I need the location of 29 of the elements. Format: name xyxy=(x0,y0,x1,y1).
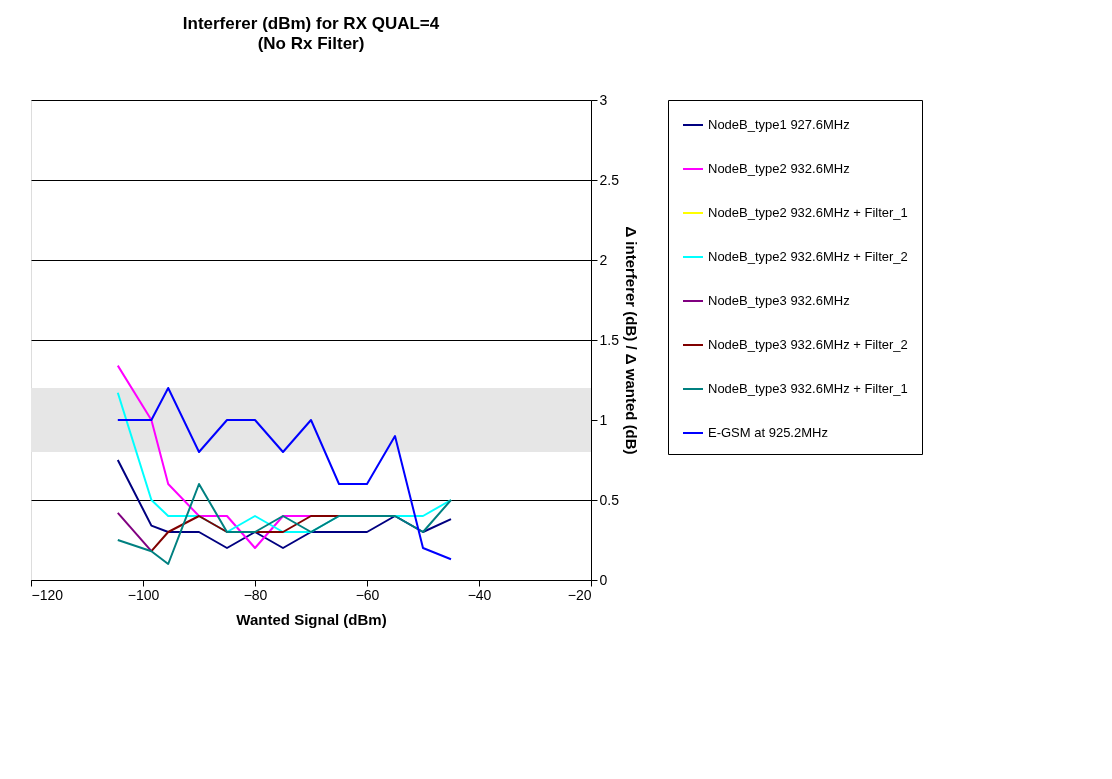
legend-label: NodeB_type2 932.6MHz + Filter_2 xyxy=(708,249,908,264)
x-tick-label: −100 xyxy=(127,586,160,603)
x-tick-label: −20 xyxy=(567,586,592,603)
legend-label: NodeB_type3 932.6MHz xyxy=(708,293,850,308)
legend-label: E-GSM at 925.2MHz xyxy=(708,425,828,440)
y-tick-label: 1.5 xyxy=(599,331,620,348)
x-tick-label: −80 xyxy=(243,586,268,603)
legend-label: NodeB_type3 932.6MHz + Filter_2 xyxy=(708,337,908,352)
y-tick-label: 0.5 xyxy=(599,491,620,508)
y-tick-label: 0 xyxy=(599,571,608,588)
y-axis-title: Δ interferer (dB) / Δ wanted (dB) xyxy=(622,226,640,455)
y-tick-label: 3 xyxy=(599,91,608,108)
x-tick-label: −40 xyxy=(467,586,492,603)
y-tick-label: 1 xyxy=(599,411,608,428)
x-axis-title: Wanted Signal (dBm) xyxy=(236,610,387,628)
legend-label: NodeB_type3 932.6MHz + Filter_1 xyxy=(708,381,908,396)
legend-label: NodeB_type1 927.6MHz xyxy=(708,117,850,132)
y-tick-label: 2 xyxy=(599,251,608,268)
x-tick-label: −60 xyxy=(355,586,380,603)
legend-label: NodeB_type2 932.6MHz + Filter_1 xyxy=(708,205,908,220)
chart-title: Interferer (dBm) for RX QUAL=4 xyxy=(182,14,440,33)
line-series xyxy=(116,364,312,549)
x-tick-label: −120 xyxy=(31,586,64,603)
line-series xyxy=(116,459,452,549)
chart-subtitle: (No Rx Filter) xyxy=(257,34,365,53)
legend-label: NodeB_type2 932.6MHz xyxy=(708,161,850,176)
line-series xyxy=(116,483,452,565)
line-series xyxy=(116,387,452,561)
y-tick-label: 2.5 xyxy=(599,171,620,188)
